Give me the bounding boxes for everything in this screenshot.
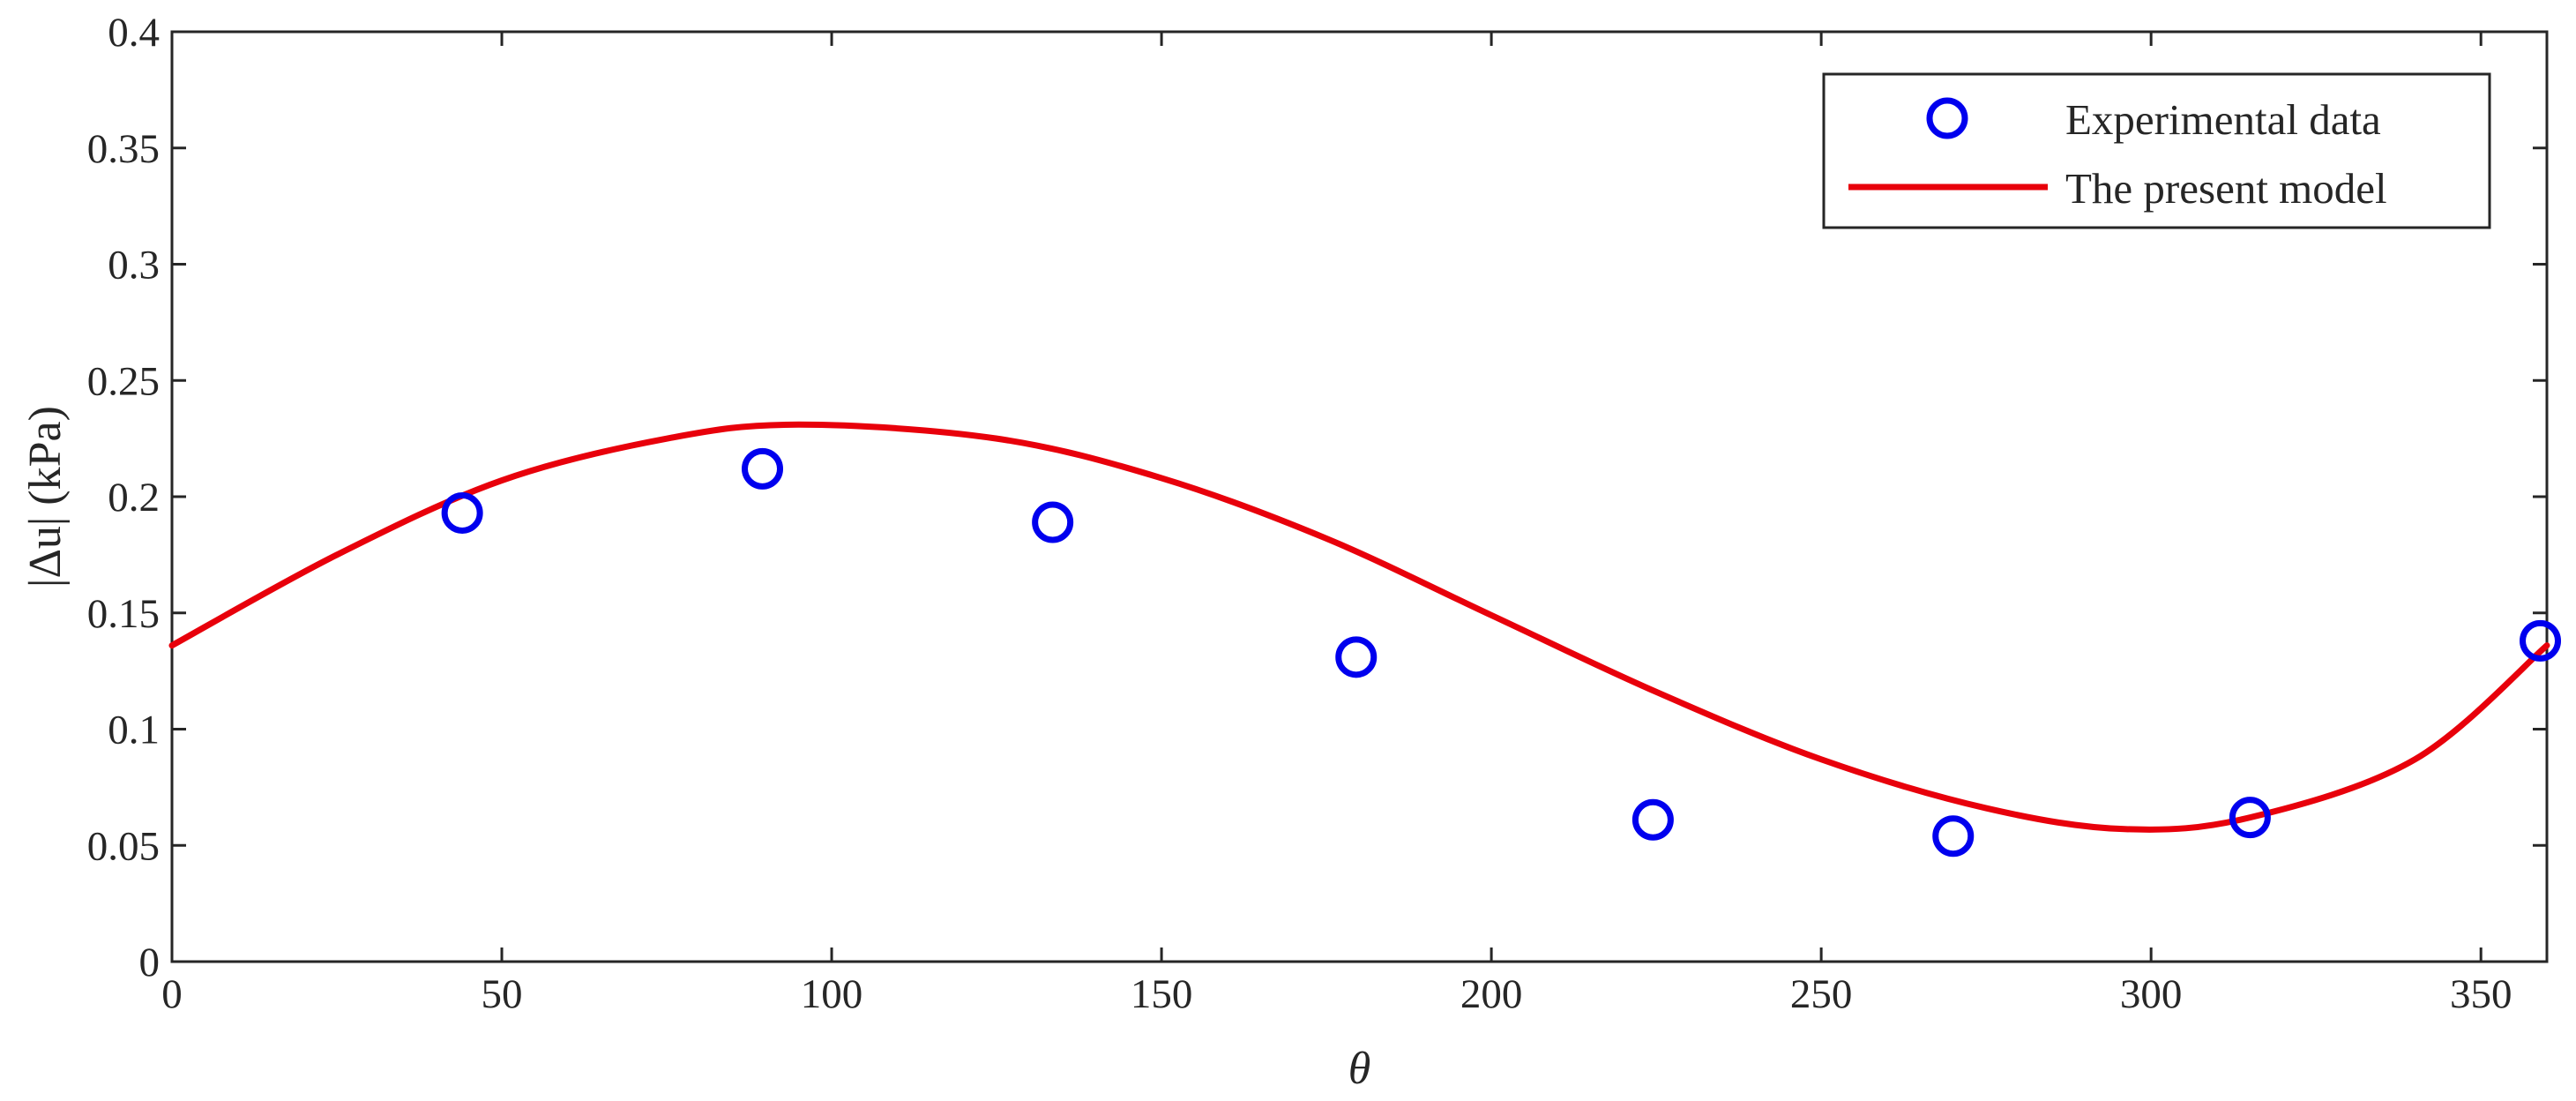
x-tick-label: 150 — [1131, 971, 1193, 1017]
x-tick-label: 200 — [1460, 971, 1523, 1017]
y-tick-label: 0.05 — [87, 823, 160, 869]
legend-label-experimental: Experimental data — [2065, 95, 2381, 144]
y-tick-label: 0 — [139, 940, 161, 985]
x-axis-label: θ — [1348, 1044, 1371, 1094]
data-point — [742, 447, 784, 490]
x-tick-label: 300 — [2120, 971, 2183, 1017]
legend-marker-experimental — [1926, 97, 1968, 139]
legend: Experimental data The present model — [1822, 72, 2491, 229]
legend-label-model: The present model — [2065, 164, 2387, 213]
y-tick-label: 0.1 — [108, 708, 160, 753]
y-tick-label: 0.15 — [87, 591, 160, 637]
data-point — [2520, 619, 2562, 662]
legend-box — [1822, 72, 2491, 229]
data-point — [1932, 815, 1975, 858]
y-tick-label: 0.4 — [108, 10, 160, 56]
y-tick-label: 0.3 — [108, 243, 160, 288]
y-tick-label: 0.25 — [87, 358, 160, 404]
x-tick-label: 0 — [161, 971, 183, 1017]
data-point — [1631, 798, 1674, 841]
data-point — [2229, 797, 2271, 839]
y-axis-label: |Δu| (kPa) — [20, 406, 71, 588]
data-point — [1335, 636, 1378, 678]
x-tick-label: 100 — [801, 971, 863, 1017]
y-tick-label: 0.2 — [108, 475, 160, 521]
plot-area: 0 50 100 150 200 250 300 350 0 0.05 0.1 0.15 0.2 0.25… — [87, 10, 2562, 1017]
data-point — [1032, 501, 1074, 543]
data-point — [441, 491, 483, 534]
x-tick-label: 250 — [1790, 971, 1853, 1017]
x-tick-label: 50 — [482, 971, 523, 1017]
x-tick-label: 350 — [2450, 971, 2513, 1017]
model-curve — [168, 421, 2550, 833]
y-tick-label: 0.35 — [87, 126, 160, 172]
